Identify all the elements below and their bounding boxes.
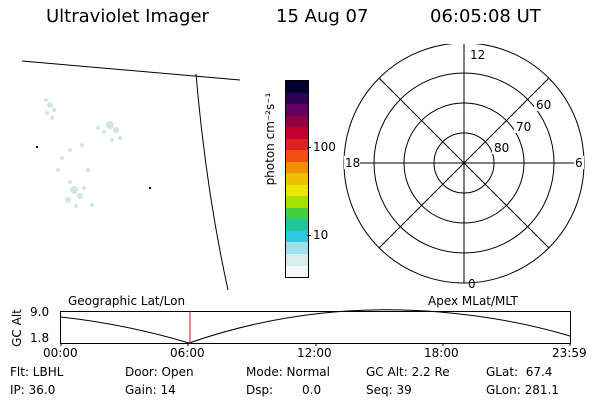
timeline-frame bbox=[60, 311, 571, 344]
colorbar-segment bbox=[286, 104, 308, 116]
instrument-title: Ultraviolet Imager bbox=[46, 6, 209, 27]
polar-plot: 12 18 6 0 60 70 80 bbox=[343, 44, 585, 291]
glon-info: GLon: 281.1 bbox=[486, 383, 559, 397]
x-tick-label: 00:00 bbox=[43, 346, 78, 360]
colorbar-segment bbox=[286, 184, 308, 197]
colorbar-unit-label: photon cm⁻²s⁻¹ bbox=[263, 92, 277, 186]
mode-info: Mode: Normal bbox=[246, 365, 330, 379]
colorbar-segment bbox=[286, 115, 308, 128]
altitude-curve bbox=[60, 309, 571, 344]
label-bg bbox=[534, 98, 550, 111]
timeline-right-title: Apex MLat/MLT bbox=[428, 294, 518, 308]
pixel-dot bbox=[36, 146, 38, 148]
y-tick-top: 9.0 bbox=[30, 305, 50, 319]
y-tick-bottom: 1.8 bbox=[30, 331, 50, 345]
colorbar-segment bbox=[286, 242, 308, 254]
latitude-line bbox=[21, 60, 241, 81]
x-tick-label: 23:59 bbox=[552, 346, 587, 360]
gc-alt-axis-label: GC Alt bbox=[10, 309, 24, 347]
mlt-label-0: 0 bbox=[468, 277, 476, 291]
colorbar-segment bbox=[286, 253, 308, 266]
colorbar-segment bbox=[286, 92, 308, 105]
timeline-left-title: Geographic Lat/Lon bbox=[68, 294, 186, 308]
lat-label-60: 60 bbox=[536, 98, 551, 112]
auroral-emission-patches bbox=[44, 98, 122, 208]
x-tick-label: 12:00 bbox=[297, 346, 332, 360]
lat-label-70: 70 bbox=[516, 120, 531, 134]
colorbar-segment bbox=[286, 207, 308, 220]
mlt-label-6: 6 bbox=[575, 156, 583, 170]
colorbar-segment bbox=[286, 161, 308, 174]
door-info: Door: Open bbox=[125, 365, 194, 379]
longitude-line bbox=[195, 73, 229, 290]
colorbar-segment bbox=[286, 173, 308, 185]
mlt-label-18: 18 bbox=[345, 156, 360, 170]
colorbar-tick-10: 10 bbox=[313, 228, 329, 242]
label-bg bbox=[344, 156, 360, 169]
geographic-image-panel bbox=[21, 60, 241, 290]
label-bg bbox=[492, 141, 508, 154]
x-tick-label: 18:00 bbox=[424, 346, 459, 360]
altitude-timeline-plot bbox=[60, 309, 571, 346]
colorbar-tick-100: 100 bbox=[313, 140, 336, 154]
glat-info: GLat: 67.4 bbox=[486, 365, 553, 379]
polar-diagonal bbox=[378, 77, 550, 249]
colorbar-segment bbox=[286, 219, 308, 231]
ip-info: IP: 36.0 bbox=[10, 383, 56, 397]
colorbar-segment bbox=[286, 127, 308, 139]
label-bg bbox=[574, 156, 584, 169]
x-tick-label: 06:00 bbox=[170, 346, 205, 360]
mlt-label-12: 12 bbox=[470, 48, 485, 62]
dsp-value: 0.0 bbox=[302, 383, 322, 397]
label-bg bbox=[468, 48, 484, 61]
lat-label-80: 80 bbox=[494, 141, 509, 155]
time-label: 06:05:08 UT bbox=[430, 6, 541, 27]
pixel-dot bbox=[149, 187, 151, 189]
label-bg bbox=[514, 120, 530, 133]
colorbar-segment bbox=[286, 138, 308, 151]
gain-info: Gain: 14 bbox=[125, 383, 176, 397]
colorbar-segment bbox=[286, 265, 308, 278]
colorbar-segment bbox=[286, 230, 308, 243]
colorbar-segment bbox=[286, 150, 308, 162]
colorbar-segment bbox=[286, 196, 308, 208]
dsp-label: Dsp: bbox=[246, 383, 274, 397]
gc-alt-info: GC Alt: 2.2 Re bbox=[366, 365, 450, 379]
colorbar-segment bbox=[286, 81, 308, 93]
colorbar-tick-mark bbox=[307, 235, 311, 236]
seq-info: Seq: 39 bbox=[366, 383, 412, 397]
date-label: 15 Aug 07 bbox=[276, 6, 369, 27]
colorbar-tick-mark bbox=[307, 147, 311, 148]
filter-info: Flt: LBHL bbox=[10, 365, 64, 379]
colorbar bbox=[285, 80, 309, 278]
